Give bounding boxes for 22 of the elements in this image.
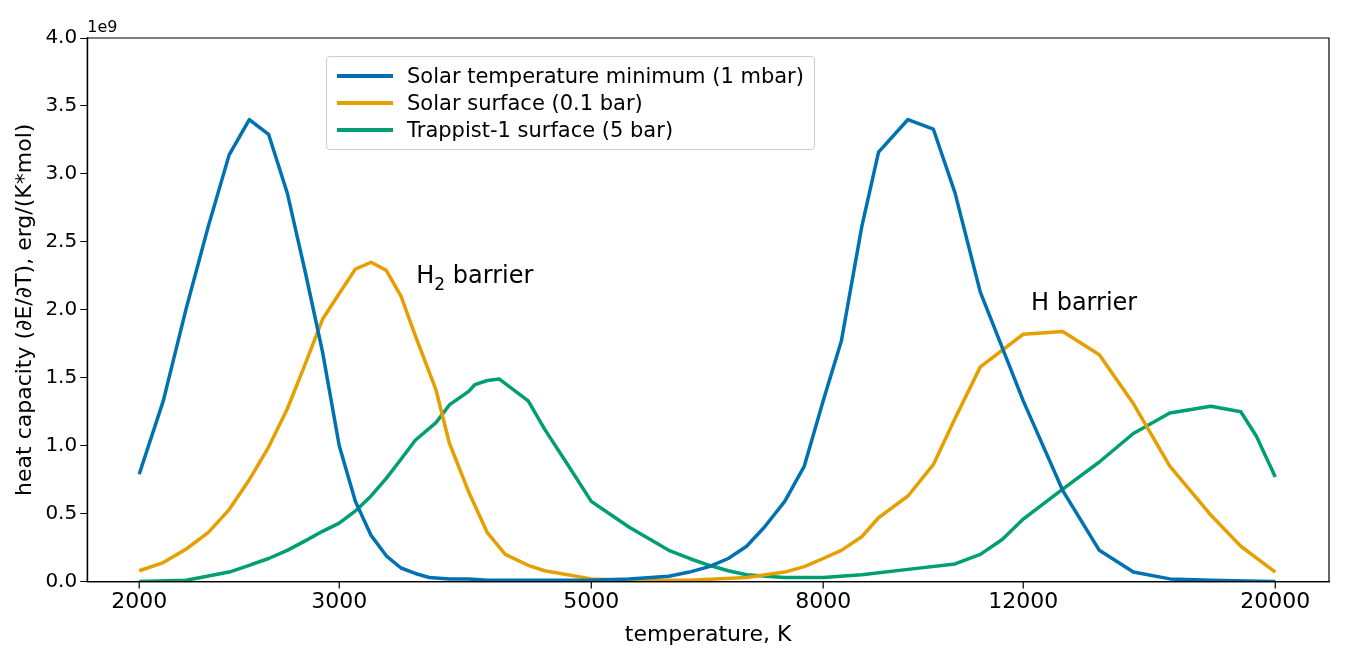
legend-label: Solar temperature minimum (1 mbar): [407, 64, 804, 88]
legend-label: Solar surface (0.1 bar): [407, 91, 643, 115]
y-tick-label: 0.0: [45, 567, 78, 592]
x-axis-title: temperature, K: [624, 620, 793, 646]
y-tick-label: 1.5: [45, 363, 78, 388]
legend-label: Trappist-1 surface (5 bar): [407, 118, 674, 142]
x-tick-label: 5000: [563, 588, 620, 614]
text: 1e9: [87, 17, 118, 36]
y-tick-label: 4.0: [45, 24, 78, 49]
x-tick-label: 12000: [988, 588, 1059, 614]
x-tick-label: 3000: [311, 588, 368, 614]
y-tick-label: 2.5: [45, 228, 78, 253]
x-tick-label: 2000: [111, 588, 168, 614]
y-tick-label: 0.5: [45, 499, 78, 524]
y-tick-label: 2.0: [45, 296, 78, 320]
x-tick-label: 8000: [795, 588, 852, 614]
y-tick-label: 1.0: [45, 431, 78, 456]
y-tick-label: 3.0: [45, 160, 78, 185]
annotation: H barrier: [1030, 287, 1138, 316]
x-tick-label: 20000: [1240, 588, 1311, 614]
y-tick-label: 3.5: [45, 92, 78, 117]
y-axis-title: heat capacity (∂E/∂T), erg/(K*mol): [10, 123, 36, 496]
